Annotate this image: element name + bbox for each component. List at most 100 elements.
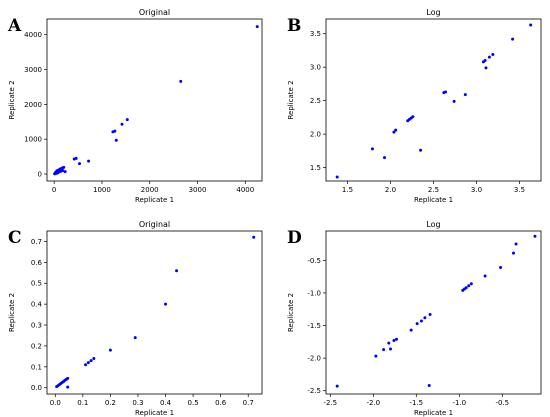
- x-tick-label: -1.0: [452, 399, 466, 407]
- y-tick-label: 3000: [24, 66, 42, 74]
- data-point: [411, 115, 415, 119]
- y-tick-label: 0.6: [31, 259, 43, 267]
- data-point: [529, 23, 533, 27]
- y-tick-label: 4000: [24, 31, 42, 39]
- panel-letter-d: D: [287, 228, 302, 248]
- x-tick-label: -0.5: [495, 399, 509, 407]
- data-point: [120, 122, 124, 126]
- data-point: [392, 130, 396, 134]
- chart-title: Log: [426, 220, 440, 229]
- y-tick-label: -1.5: [307, 322, 321, 330]
- data-point: [511, 251, 515, 255]
- panel-a: Original 0 1000 2000 3000 4000 0 1000 2000 3000 40…: [8, 8, 263, 204]
- panel-letter-c: C: [8, 228, 22, 248]
- x-tick-label: -2.0: [366, 399, 380, 407]
- x-tick-label: 0.6: [215, 399, 227, 407]
- y-tick-label: -0.5: [307, 257, 321, 265]
- data-point: [392, 339, 396, 343]
- data-point: [84, 363, 88, 367]
- y-tick-label: 0.1: [31, 363, 42, 371]
- data-point: [483, 274, 487, 278]
- y-tick-label: -2.5: [307, 387, 321, 395]
- plot-frame: [46, 18, 263, 182]
- panel-c: Original 0.0 0.1 0.2 0.3 0.4 0.5 0.6 0.7 0.0 0.1 0.…: [8, 220, 263, 417]
- panel-d: Log -2.5 -2.0 -1.5 -1.0 -0.5 -2.5 -2.0 -1.5 -1.0 -…: [287, 220, 542, 417]
- data-point: [487, 55, 491, 59]
- data-point: [469, 282, 473, 286]
- y-axis-label: Replicate 2: [8, 293, 16, 332]
- y-tick-label: 0.5: [31, 280, 42, 288]
- data-point: [444, 90, 448, 94]
- y-tick-label: -2.0: [307, 355, 321, 363]
- data-point: [370, 147, 374, 151]
- data-point: [335, 384, 339, 388]
- x-tick-label: 1000: [93, 186, 111, 194]
- x-tick-label: 0.1: [77, 399, 88, 407]
- plot-frame: [325, 18, 542, 182]
- data-point: [464, 286, 468, 290]
- x-tick-label: -1.5: [409, 399, 423, 407]
- data-point: [409, 328, 413, 332]
- chart-title: Log: [426, 8, 440, 17]
- data-point: [114, 138, 118, 142]
- data-point: [86, 361, 90, 365]
- x-tick-label: 3000: [189, 186, 207, 194]
- data-point: [415, 322, 419, 326]
- y-axis-label: Replicate 2: [287, 80, 295, 119]
- x-tick-label: 0: [52, 186, 56, 194]
- x-tick-label: 0.3: [132, 399, 143, 407]
- x-tick-label: 3.5: [514, 186, 525, 194]
- plot-frame: [46, 230, 263, 395]
- data-point: [514, 242, 518, 246]
- data-point: [175, 269, 179, 273]
- x-tick-label: 4000: [236, 186, 254, 194]
- x-axis-label: Replicate 1: [414, 196, 453, 204]
- y-tick-label: 3.5: [310, 30, 321, 38]
- y-tick-label: 0.4: [31, 301, 43, 309]
- y-tick-label: 2.0: [310, 131, 321, 139]
- y-tick-label: 0.3: [31, 322, 42, 330]
- x-tick-label: 0.4: [160, 399, 172, 407]
- data-point: [61, 169, 65, 173]
- data-point: [125, 118, 129, 122]
- data-point: [252, 235, 256, 239]
- data-point: [133, 336, 137, 340]
- data-point: [382, 156, 386, 160]
- data-point: [335, 175, 339, 179]
- y-tick-label: 1.5: [310, 164, 321, 172]
- data-point: [62, 165, 66, 169]
- data-point: [423, 316, 427, 320]
- y-axis-label: Replicate 2: [8, 80, 16, 119]
- data-point: [74, 156, 78, 160]
- data-point: [77, 162, 81, 166]
- x-tick-label: -2.5: [323, 399, 337, 407]
- x-tick-label: 0.5: [188, 399, 199, 407]
- panel-letter-a: A: [8, 16, 22, 36]
- data-point: [491, 52, 495, 56]
- data-point: [394, 128, 398, 132]
- x-tick-label: 1.5: [342, 186, 353, 194]
- x-tick-label: 2.5: [428, 186, 439, 194]
- data-point: [463, 93, 467, 97]
- data-point: [395, 337, 399, 341]
- data-point: [179, 79, 183, 83]
- data-point: [89, 359, 93, 363]
- x-tick-label: 0.7: [243, 399, 254, 407]
- y-tick-label: 0.0: [31, 384, 42, 392]
- data-point: [499, 266, 503, 270]
- x-tick-label: 2000: [141, 186, 159, 194]
- plot-frame: [325, 230, 542, 395]
- x-tick-label: 0.2: [105, 399, 116, 407]
- y-tick-label: 0: [38, 171, 42, 179]
- data-point: [66, 385, 70, 389]
- y-tick-label: 3.0: [310, 64, 321, 72]
- data-point: [467, 284, 471, 288]
- chart-title: Original: [139, 220, 170, 229]
- data-point: [452, 99, 456, 103]
- data-point: [389, 347, 392, 351]
- data-point: [387, 341, 391, 345]
- data-point: [164, 302, 168, 306]
- data-point: [533, 234, 537, 238]
- data-point: [63, 170, 67, 174]
